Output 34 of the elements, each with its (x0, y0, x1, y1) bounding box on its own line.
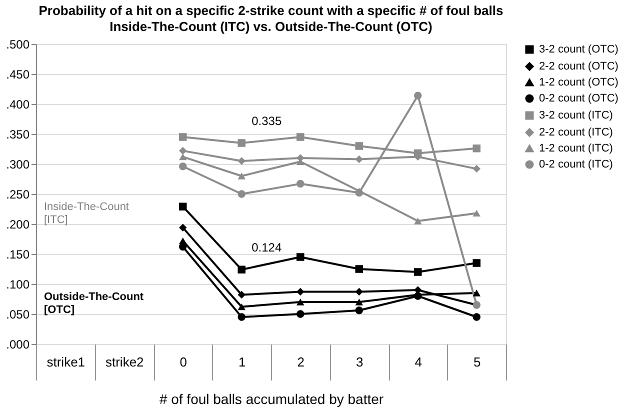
legend-label: 0-2 count (OTC) (539, 92, 618, 104)
legend-label: 2-2 count (ITC) (539, 126, 613, 138)
x-axis-title: # of foul balls accumulated by batter (159, 391, 384, 407)
x-tick-label: 5 (474, 354, 481, 370)
y-tick-label: .250 (6, 188, 30, 202)
chart-subtitle: Inside-The-Count (ITC) vs. Outside-The-Count (OTC) (110, 19, 432, 34)
x-tick-label: 4 (414, 354, 422, 370)
y-tick-label: .200 (6, 218, 30, 232)
y-tick-label: .500 (6, 38, 30, 52)
legend-label: 3-2 count (OTC) (539, 44, 618, 56)
legend-label: 1-2 count (OTC) (539, 76, 618, 88)
legend-label: 0-2 count (ITC) (539, 158, 613, 170)
legend-label: 3-2 count (ITC) (539, 110, 613, 122)
y-tick-label: .050 (6, 308, 30, 322)
x-tick-label: 2 (297, 354, 304, 370)
y-tick-label: .400 (6, 98, 30, 112)
legend-label: 1-2 count (ITC) (539, 142, 613, 154)
x-tick-label: 3 (356, 354, 364, 370)
y-tick-label: .150 (6, 248, 30, 262)
annotation: 0.124 (252, 240, 282, 255)
annotation: 0.335 (252, 114, 282, 128)
x-tick-label: strike2 (105, 354, 144, 370)
x-tick-label: 1 (238, 354, 246, 370)
y-tick-label: .000 (6, 338, 30, 352)
x-tick-label: strike1 (46, 354, 86, 370)
y-tick-label: .350 (6, 128, 30, 142)
annotation: Outside-The-Count [OTC] (44, 291, 144, 316)
annotation: Inside-The-Count [ITC] (44, 201, 129, 226)
y-tick-label: .300 (6, 158, 30, 172)
chart-title: Probability of a hit on a specific 2-strike count with a specific # of foul balls (38, 3, 504, 18)
y-tick-label: .450 (6, 68, 30, 82)
y-tick-label: .100 (6, 278, 30, 292)
x-tick-label: 0 (180, 354, 187, 370)
legend-label: 2-2 count (OTC) (539, 60, 618, 72)
